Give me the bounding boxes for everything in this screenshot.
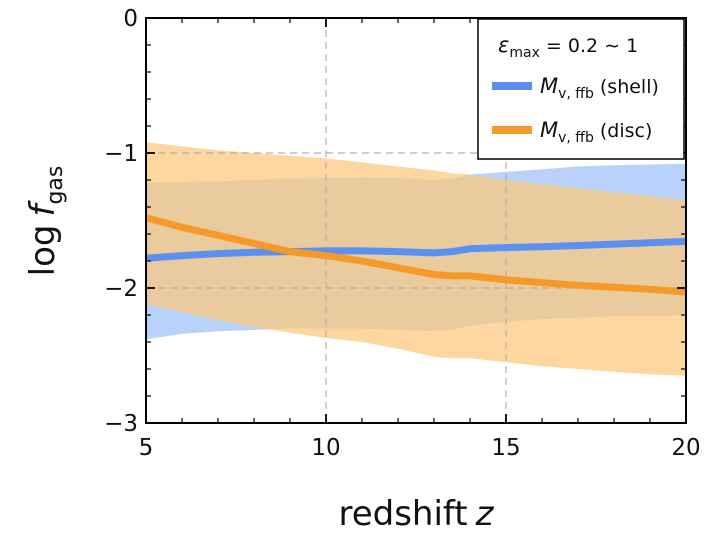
- uncertainty-bands: [146, 142, 686, 376]
- line-shell: [145, 237, 687, 262]
- y-tick-label: −2: [104, 276, 138, 302]
- x-tick-label: 10: [311, 435, 340, 461]
- y-tick-label: −1: [104, 141, 138, 167]
- y-tick-label: 0: [123, 6, 138, 32]
- y-axis-label: logfgas: [23, 166, 68, 277]
- x-tick-label: 15: [491, 435, 520, 461]
- x-tick-label: 5: [139, 435, 154, 461]
- legend-label-disc: Mv, ffb (disc): [540, 118, 652, 146]
- line-disc: [145, 214, 687, 296]
- series-lines: [145, 214, 687, 296]
- legend-label-shell: Mv, ffb (shell): [540, 74, 659, 102]
- plot-frame: [145, 17, 687, 424]
- y-tick-labels: −3 −2 −1 0: [104, 6, 138, 437]
- legend-title: εmax = 0.2 ∼ 1: [498, 33, 638, 61]
- x-axis-label: redshift z: [338, 494, 494, 534]
- x-tick-labels: 5 10 15 20: [139, 435, 701, 461]
- band-disc: [146, 142, 686, 376]
- x-tick-label: 20: [671, 435, 700, 461]
- y-tick-label: −3: [104, 411, 138, 437]
- legend: εmax = 0.2 ∼ 1 Mv, ffb (shell) Mv, ffb (…: [477, 18, 685, 160]
